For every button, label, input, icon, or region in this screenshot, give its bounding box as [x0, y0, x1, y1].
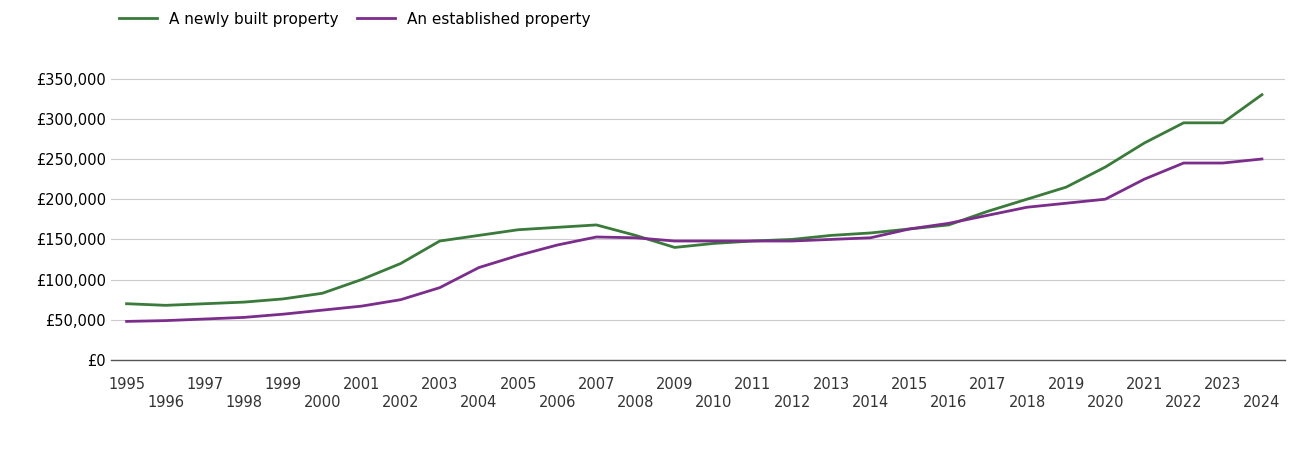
An established property [549, 243, 565, 248]
A newly built property [197, 301, 213, 306]
A newly built property [1176, 120, 1191, 126]
A newly built property [1137, 140, 1152, 146]
An established property [119, 319, 134, 324]
Text: 2014: 2014 [852, 395, 889, 410]
A newly built property [275, 296, 291, 302]
Text: 2004: 2004 [461, 395, 497, 410]
Text: 2018: 2018 [1009, 395, 1045, 410]
A newly built property [549, 225, 565, 230]
An established property [197, 316, 213, 322]
A newly built property [980, 208, 996, 214]
An established property [158, 318, 174, 323]
Text: 2011: 2011 [735, 377, 771, 392]
An established property [393, 297, 408, 302]
An established property [236, 315, 252, 320]
A newly built property [471, 233, 487, 238]
Text: 2012: 2012 [774, 395, 810, 410]
Text: 2000: 2000 [304, 395, 341, 410]
Text: 2002: 2002 [382, 395, 419, 410]
Text: 2021: 2021 [1126, 377, 1163, 392]
An established property [1058, 201, 1074, 206]
A newly built property [432, 238, 448, 244]
An established property [275, 311, 291, 317]
Line: An established property: An established property [127, 159, 1262, 321]
A newly built property [354, 277, 369, 282]
A newly built property [1098, 164, 1113, 170]
A newly built property [1019, 197, 1035, 202]
Text: 2017: 2017 [970, 377, 1006, 392]
An established property [823, 237, 839, 242]
A newly built property [745, 238, 761, 244]
A newly built property [119, 301, 134, 306]
An established property [589, 234, 604, 240]
Text: 2008: 2008 [617, 395, 654, 410]
A newly built property [823, 233, 839, 238]
A newly built property [510, 227, 526, 233]
A newly built property [236, 299, 252, 305]
Text: 2016: 2016 [930, 395, 967, 410]
Text: 2005: 2005 [500, 377, 536, 392]
An established property [745, 238, 761, 244]
An established property [667, 238, 683, 244]
Text: 1995: 1995 [108, 377, 145, 392]
A newly built property [902, 226, 917, 232]
An established property [628, 235, 643, 240]
A newly built property [1058, 184, 1074, 190]
Text: 1996: 1996 [147, 395, 184, 410]
An established property [471, 265, 487, 270]
Text: 2015: 2015 [891, 377, 928, 392]
Text: 2024: 2024 [1244, 395, 1280, 410]
A newly built property [1215, 120, 1231, 126]
Text: 2007: 2007 [578, 377, 615, 392]
A newly built property [393, 261, 408, 266]
Line: A newly built property: A newly built property [127, 94, 1262, 306]
An established property [354, 303, 369, 309]
A newly built property [667, 245, 683, 250]
Text: 2009: 2009 [656, 377, 693, 392]
Text: 2013: 2013 [813, 377, 850, 392]
An established property [1215, 160, 1231, 166]
Text: 2023: 2023 [1205, 377, 1241, 392]
Legend: A newly built property, An established property: A newly built property, An established p… [119, 12, 591, 27]
A newly built property [941, 222, 957, 228]
A newly built property [863, 230, 878, 236]
An established property [1019, 205, 1035, 210]
An established property [980, 212, 996, 218]
An established property [941, 220, 957, 226]
An established property [1137, 176, 1152, 182]
Text: 2019: 2019 [1048, 377, 1084, 392]
A newly built property [589, 222, 604, 228]
Text: 1998: 1998 [226, 395, 262, 410]
An established property [902, 226, 917, 232]
An established property [510, 253, 526, 258]
An established property [1254, 156, 1270, 162]
Text: 2001: 2001 [343, 377, 380, 392]
Text: 1997: 1997 [187, 377, 223, 392]
A newly built property [158, 303, 174, 308]
Text: 2022: 2022 [1165, 395, 1202, 410]
Text: 2020: 2020 [1087, 395, 1124, 410]
A newly built property [628, 233, 643, 238]
Text: 2003: 2003 [422, 377, 458, 392]
Text: 2006: 2006 [539, 395, 576, 410]
An established property [315, 307, 330, 313]
An established property [863, 235, 878, 240]
An established property [1098, 197, 1113, 202]
A newly built property [706, 241, 722, 246]
A newly built property [315, 291, 330, 296]
A newly built property [784, 237, 800, 242]
Text: 1999: 1999 [265, 377, 301, 392]
Text: 2010: 2010 [696, 395, 732, 410]
A newly built property [1254, 92, 1270, 97]
An established property [784, 238, 800, 244]
An established property [1176, 160, 1191, 166]
An established property [706, 238, 722, 244]
An established property [432, 285, 448, 290]
